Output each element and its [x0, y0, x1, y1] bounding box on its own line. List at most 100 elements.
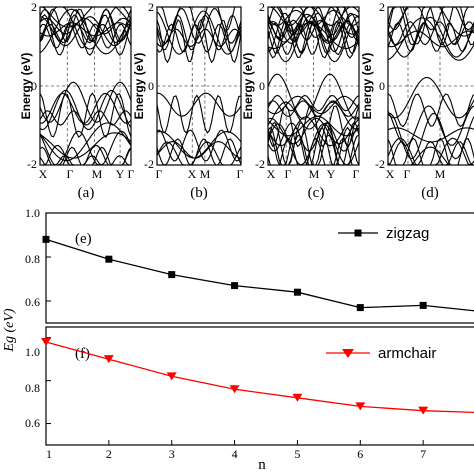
bands-a-band-10: [39, 14, 132, 56]
panel-f-ytick-mid: 0.8: [25, 381, 40, 395]
series-e-point-4: [293, 288, 301, 296]
panel-f-ytick-low: 0.6: [25, 416, 40, 430]
bands-b-band-4: [156, 18, 242, 64]
band-a-panel-label: (a): [78, 185, 95, 201]
bands-c-band-29: [267, 123, 360, 166]
panel-f-xtick-label-3: 4: [232, 447, 238, 461]
bands-d-band-17: [387, 137, 474, 166]
bands-b-band-12: [156, 23, 242, 53]
series-f-point-2: [166, 372, 177, 381]
band-panel-b: Energy (eV) 2 0 -2 Γ X M Γ (b): [132, 0, 244, 201]
band-c-plot: [267, 6, 360, 166]
series-f-line: [45, 341, 474, 414]
panel-e-ytick-low: 0.6: [25, 295, 40, 309]
band-a-kpoint-5: Γ: [128, 167, 135, 181]
series-f-point-4: [292, 393, 303, 402]
series-e-point-6: [419, 301, 427, 309]
armchair-series: [41, 338, 474, 415]
bands-d-band-9: [387, 105, 474, 147]
band-b-kpoint-4: Γ: [237, 167, 244, 181]
series-e-point-3: [231, 282, 239, 290]
band-c-ytick-top: 2: [259, 0, 265, 14]
panel-f-xtick-label-4: 5: [294, 447, 300, 461]
bands-c-band-15: [267, 104, 360, 148]
band-a-plot: [39, 6, 132, 166]
band-c-ylabel: Energy (eV): [241, 53, 255, 120]
panel-f-xtick-label-0: 1: [46, 447, 52, 461]
gap-panel-e: 1.0 0.8 0.6 (e) zigzag: [25, 206, 474, 324]
series-e-point-0: [42, 235, 50, 243]
bands-d-band-8: [387, 17, 474, 61]
band-a-ytick-bottom: -2: [27, 157, 37, 171]
bands-a-band-20: [39, 17, 132, 35]
bands-d-band-15: [387, 93, 474, 128]
panel-f-xtick-label-5: 6: [357, 447, 363, 461]
bands-c-band-11: [267, 101, 360, 130]
bands-c-band-19: [267, 95, 360, 115]
band-a-kpoint-1: X: [39, 167, 48, 181]
band-d-ylabel: Energy (eV): [360, 53, 374, 120]
band-b-plot: [156, 6, 242, 166]
bands-c-band-17: [267, 73, 360, 120]
bands-b-band-5: [156, 129, 242, 162]
panel-f-ytick-top: 1.0: [25, 345, 40, 359]
band-a-frame: [39, 6, 132, 166]
bands-b-band-9: [156, 141, 242, 159]
series-e-point-2: [168, 271, 176, 279]
zigzag-series: [42, 235, 474, 312]
band-a-kpoint-3: M: [92, 167, 103, 181]
legend-armchair-label: armchair: [378, 345, 436, 362]
panel-e-ytick-mid: 0.8: [25, 252, 40, 266]
bands-c-band-14: [268, 6, 360, 26]
bands-c-band-3: [267, 117, 360, 145]
bands-d-band-11: [387, 112, 474, 160]
bands-a-band-7: [39, 132, 132, 159]
band-b-ytick-zero: 0: [148, 79, 154, 93]
bands-a-band-15: [39, 122, 132, 162]
panel-e-frame: [45, 212, 474, 324]
band-panel-a: Energy (eV) 2 0 -2 X Γ M Y Γ (a): [19, 0, 135, 201]
panel-f-xtick-label-2: 3: [169, 447, 175, 461]
series-f-point-1: [103, 355, 114, 364]
band-b-panel-label: (b): [190, 185, 208, 201]
shared-ylabel-eg: Eg (eV): [2, 308, 17, 352]
bands-b-band-10: [156, 7, 242, 44]
band-b-ytick-bottom: -2: [144, 157, 154, 171]
bands-b-band-7: [156, 94, 242, 134]
band-a-ytick-zero: 0: [31, 79, 37, 93]
panel-f-label: (f): [75, 346, 90, 362]
bands-c-band-21: [267, 116, 360, 147]
legend-zigzag-label: zigzag: [386, 225, 429, 242]
band-b-kpoint-1: Γ: [156, 167, 163, 181]
band-d-kpoint-3: M: [435, 167, 446, 181]
panel-f-xtick-label-6: 7: [420, 447, 426, 461]
band-b-ytick-top: 2: [148, 0, 154, 14]
panel-f-xaxis: 12345678: [45, 440, 426, 461]
bands-d-band-7: [387, 77, 474, 119]
bands-b-band-13: [157, 92, 242, 117]
bands-c-band-28: [267, 22, 360, 50]
band-a-ytick-top: 2: [31, 0, 37, 14]
band-d-kpoint-1: X: [386, 167, 395, 181]
panel-f-yaxis: [46, 337, 51, 425]
panel-e-label: (e): [75, 231, 92, 247]
band-d-kpoint-2: Γ: [404, 167, 411, 181]
panel-e-yaxis: [46, 212, 51, 302]
bands-c-band-24: [267, 12, 360, 53]
panel-e-ytick-top: 1.0: [25, 206, 40, 220]
panel-f-frame: [45, 326, 474, 446]
band-a-ylabel: Energy (eV): [19, 53, 33, 120]
band-c-ytick-bottom: -2: [255, 157, 265, 171]
band-d-panel-label: (d): [421, 185, 439, 201]
bands-c-band-26: [267, 20, 360, 55]
bands-a-band-17: [39, 110, 132, 126]
band-b-frame: [156, 6, 242, 166]
bands-d-band-12: [387, 6, 474, 46]
bands-c-band-12: [267, 9, 360, 27]
band-c-kpoint-4: Y: [327, 167, 336, 181]
band-d-plot: [387, 6, 474, 166]
bands-b-band-11: [156, 131, 242, 159]
bands-a-band-13: [39, 92, 132, 124]
bands-a-band-5: [39, 81, 132, 123]
